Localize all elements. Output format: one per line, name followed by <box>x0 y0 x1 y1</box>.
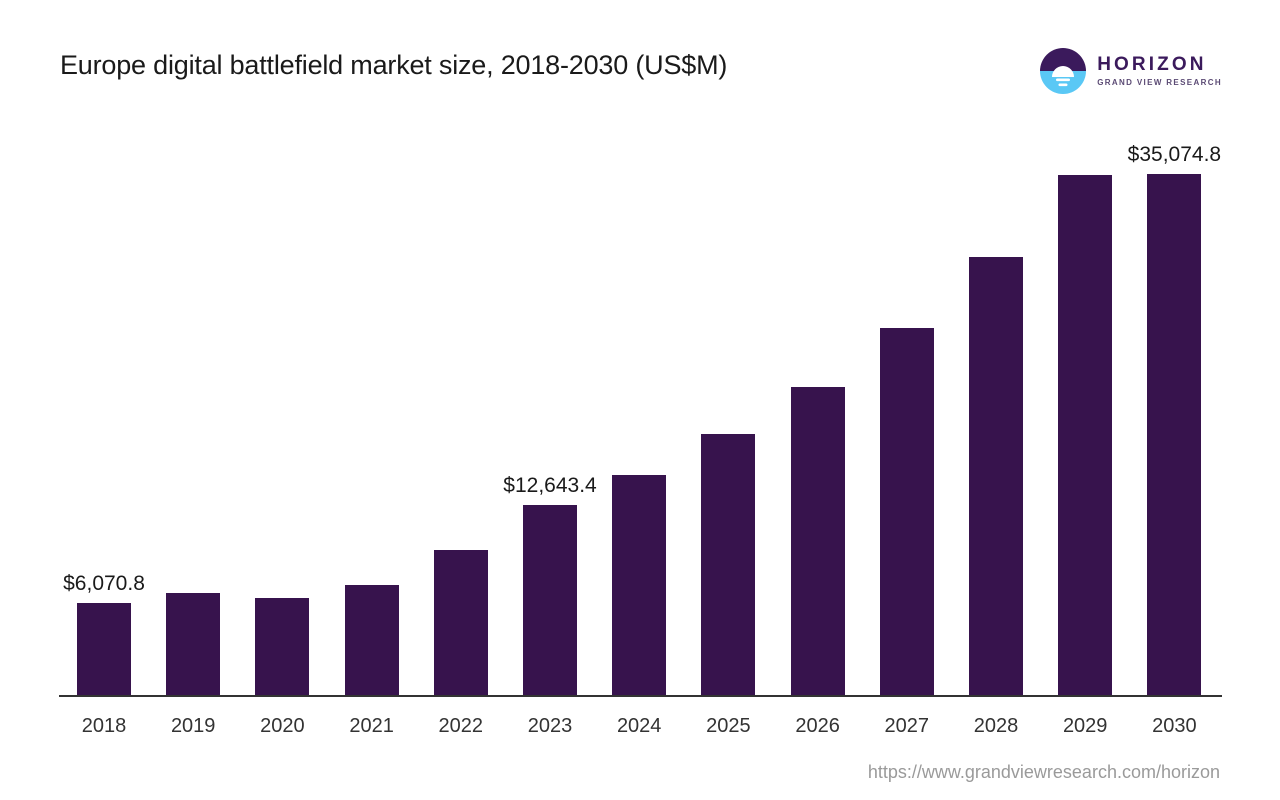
bar-2023[interactable] <box>523 505 577 695</box>
x-tick-2030: 2030 <box>1152 715 1197 737</box>
bar-value-label-2030: $35,074.8 <box>1127 143 1222 166</box>
chart-header: Europe digital battlefield market size, … <box>0 0 1280 120</box>
bar-value-label-2023: $12,643.4 <box>503 474 597 497</box>
logo-wordmark: HORIZON <box>1097 54 1207 75</box>
logo-tagline: GRAND VIEW RESEARCH <box>1097 78 1222 87</box>
bar-2018[interactable] <box>77 603 131 695</box>
x-tick-2025: 2025 <box>706 715 751 737</box>
bar-2029[interactable] <box>1058 175 1113 695</box>
bar-2027[interactable] <box>879 328 934 695</box>
logo-text-block: HORIZON GRAND VIEW RESEARCH <box>1097 55 1222 87</box>
x-tick-2026: 2026 <box>795 715 840 737</box>
x-tick-2027: 2027 <box>884 715 930 737</box>
bar-2020[interactable] <box>255 598 310 695</box>
bar-2022[interactable] <box>433 550 488 695</box>
bar-2030[interactable] <box>1147 174 1202 695</box>
bar-value-label-2018: $6,070.8 <box>63 572 145 595</box>
x-tick-2024: 2024 <box>616 715 662 737</box>
bar-2025[interactable] <box>701 434 756 695</box>
bar-2028[interactable] <box>969 257 1023 695</box>
bar-2026[interactable] <box>790 387 845 695</box>
x-tick-2019: 2019 <box>170 715 216 737</box>
horizon-sunrise-circle-icon <box>1040 48 1087 94</box>
x-tick-2028: 2028 <box>973 715 1019 737</box>
x-tick-2029: 2029 <box>1062 715 1108 737</box>
source-url[interactable]: https://www.grandviewresearch.com/horizo… <box>867 762 1220 782</box>
page-title: Europe digital battlefield market size, … <box>60 50 728 80</box>
x-tick-2020: 2020 <box>260 715 305 737</box>
x-axis-line <box>59 695 1222 697</box>
bar-2019[interactable] <box>166 593 221 695</box>
bar-2024[interactable] <box>612 475 667 695</box>
x-tick-2018: 2018 <box>81 715 127 737</box>
x-tick-2021: 2021 <box>349 715 394 737</box>
brand-logo: HORIZON GRAND VIEW RESEARCH <box>1039 46 1222 96</box>
x-tick-2023: 2023 <box>527 715 573 737</box>
bar-2021[interactable] <box>344 585 399 695</box>
x-tick-2022: 2022 <box>438 715 484 737</box>
